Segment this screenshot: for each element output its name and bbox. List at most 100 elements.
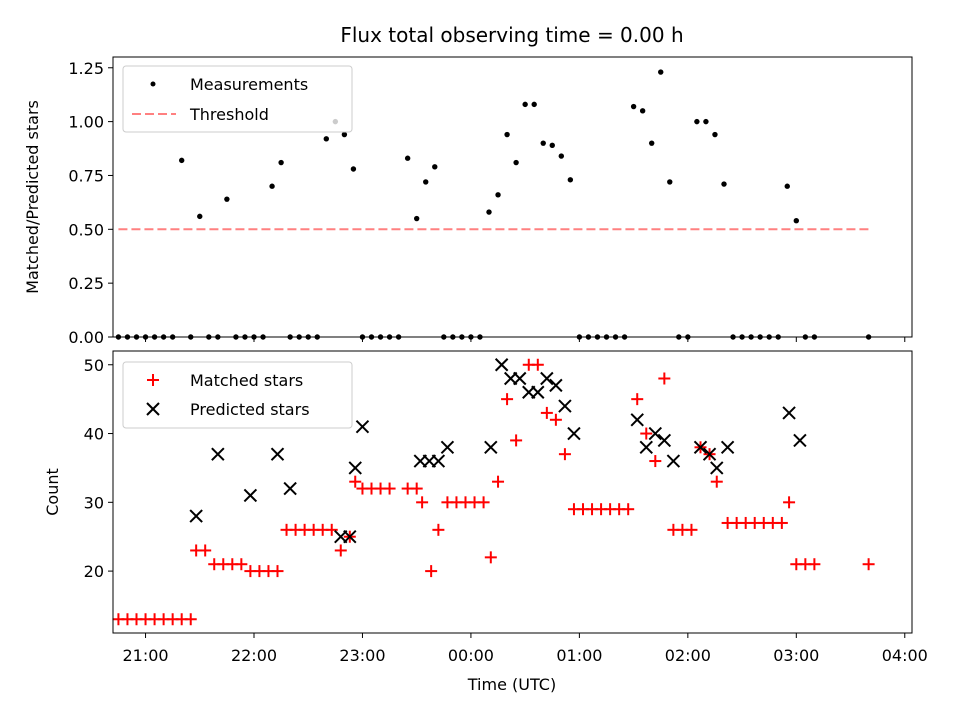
measurements-point [504, 131, 510, 138]
predicted-stars-point [639, 440, 653, 454]
measurements-point [323, 136, 330, 142]
bottom-legend-frame [122, 361, 353, 429]
matched-stars-point [432, 523, 445, 536]
matched-stars-point [416, 496, 429, 509]
matched-stars-point [349, 475, 362, 488]
predicted-stars-point [270, 447, 285, 461]
bottom-y-tick-label: 50 [84, 356, 104, 375]
matched-stars-point [492, 475, 505, 488]
predicted-stars-point [211, 447, 225, 461]
bottom-x-ticks: 21:00 22:00 23:00 00:00 01:00 02:00 03:00 04:00 [122, 633, 928, 665]
measurements-point [404, 155, 411, 161]
legend-label-threshold: Threshold [189, 105, 269, 124]
measurements-point [432, 164, 438, 170]
bottom-y-axis-label: Count [43, 468, 62, 516]
top-x-ticks [145, 337, 906, 342]
measurements-point [350, 166, 357, 172]
top-y-tick-label: 1.25 [68, 59, 104, 78]
measurements-point [423, 179, 429, 185]
matched-stars-point [549, 413, 562, 426]
matched-stars-point [235, 558, 248, 571]
bottom-legend: Matched stars Predicted stars [122, 361, 353, 429]
bottom-axes-frame [112, 350, 913, 634]
bottom-y-tick-label: 30 [84, 493, 104, 512]
predicted-stars-point [355, 419, 370, 434]
matched-stars-point [531, 358, 544, 371]
chart-title: Flux total observing time = 0.00 h [340, 23, 683, 47]
predicted-stars-point [710, 461, 724, 475]
bottom-marks [112, 358, 875, 626]
measurements-point [648, 140, 655, 146]
measurements-point [341, 131, 348, 138]
predicted-stars-point [558, 399, 572, 413]
matched-stars-point [484, 551, 497, 564]
bottom-x-tick-label: 21:00 [122, 646, 168, 665]
predicted-stars-point [484, 440, 498, 454]
predicted-stars-point [793, 433, 807, 448]
measurements-point [721, 181, 727, 187]
top-y-tick-label: 0.75 [68, 166, 104, 185]
matched-stars-point [510, 434, 523, 447]
measurements-point [486, 209, 492, 215]
predicted-stars-point [567, 426, 581, 441]
predicted-stars-point [440, 440, 455, 454]
matched-stars-point [184, 613, 197, 626]
measurements-point [197, 213, 203, 220]
legend-marker-predicted-stars [146, 402, 160, 416]
predicted-stars-point [693, 440, 708, 454]
legend-label-measurements: Measurements [190, 75, 308, 94]
top-subplot: 0.00 0.25 0.50 0.75 1.00 1.25 Matched/Predict… [23, 56, 913, 347]
measurements-point [658, 69, 664, 75]
bottom-subplot: 20 30 40 50 21:00 22:00 23:00 00:00 01:00 02:00 0… [43, 350, 928, 694]
measurements-point [712, 131, 718, 138]
predicted-stars-point [348, 461, 362, 475]
bottom-x-tick-label: 03:00 [773, 646, 819, 665]
matched-stars-point [783, 496, 796, 509]
top-y-ticks: 0.00 0.25 0.50 0.75 1.00 1.25 [68, 59, 113, 347]
matched-stars-point [540, 406, 553, 419]
matched-stars-point [325, 523, 338, 536]
matched-stars-point [199, 544, 212, 557]
matched-stars-point [710, 475, 723, 488]
matched-stars-point [640, 427, 653, 440]
predicted-stars-point [549, 378, 563, 393]
predicted-stars-point [630, 413, 644, 427]
bottom-y-ticks: 20 30 40 50 [84, 356, 113, 581]
predicted-stars-point [720, 440, 735, 454]
top-y-axis-label: Matched/Predicted stars [23, 100, 42, 294]
measurements-point [513, 159, 519, 166]
predicted-stars-point [243, 488, 258, 503]
matched-stars-point [383, 482, 396, 495]
matched-stars-point [649, 455, 662, 468]
bottom-y-tick-label: 20 [84, 562, 104, 581]
measurements-point [549, 142, 555, 149]
predicted-stars-point [531, 385, 545, 399]
bottom-x-tick-label: 23:00 [339, 646, 385, 665]
measurements-point [558, 153, 565, 159]
bottom-x-tick-label: 00:00 [448, 646, 494, 665]
top-y-tick-label: 0.00 [68, 328, 104, 347]
measurements-point [703, 118, 709, 125]
x-axis-label: Time (UTC) [467, 675, 556, 694]
measurements-point [567, 177, 574, 183]
top-legend-frame [122, 65, 353, 133]
measurements-point [413, 215, 420, 222]
legend-marker-matched-stars [147, 374, 159, 386]
predicted-stars-point [702, 447, 717, 461]
predicted-stars-point [648, 426, 663, 441]
matched-stars-point [808, 558, 821, 571]
matched-stars-point [622, 503, 635, 516]
matched-stars-point [775, 516, 788, 529]
top-y-tick-label: 1.00 [68, 113, 104, 132]
measurements-point [531, 101, 537, 108]
measurements-point [224, 196, 230, 202]
matched-stars-point [425, 565, 438, 578]
top-y-tick-label: 0.25 [68, 274, 104, 293]
measurements-point [495, 192, 501, 198]
bottom-x-tick-label: 04:00 [882, 646, 928, 665]
matched-stars-point [334, 544, 347, 557]
top-axes-frame [112, 56, 913, 338]
matched-stars-point [862, 558, 875, 571]
matched-stars-point [477, 496, 490, 509]
predicted-stars-point [657, 433, 672, 448]
